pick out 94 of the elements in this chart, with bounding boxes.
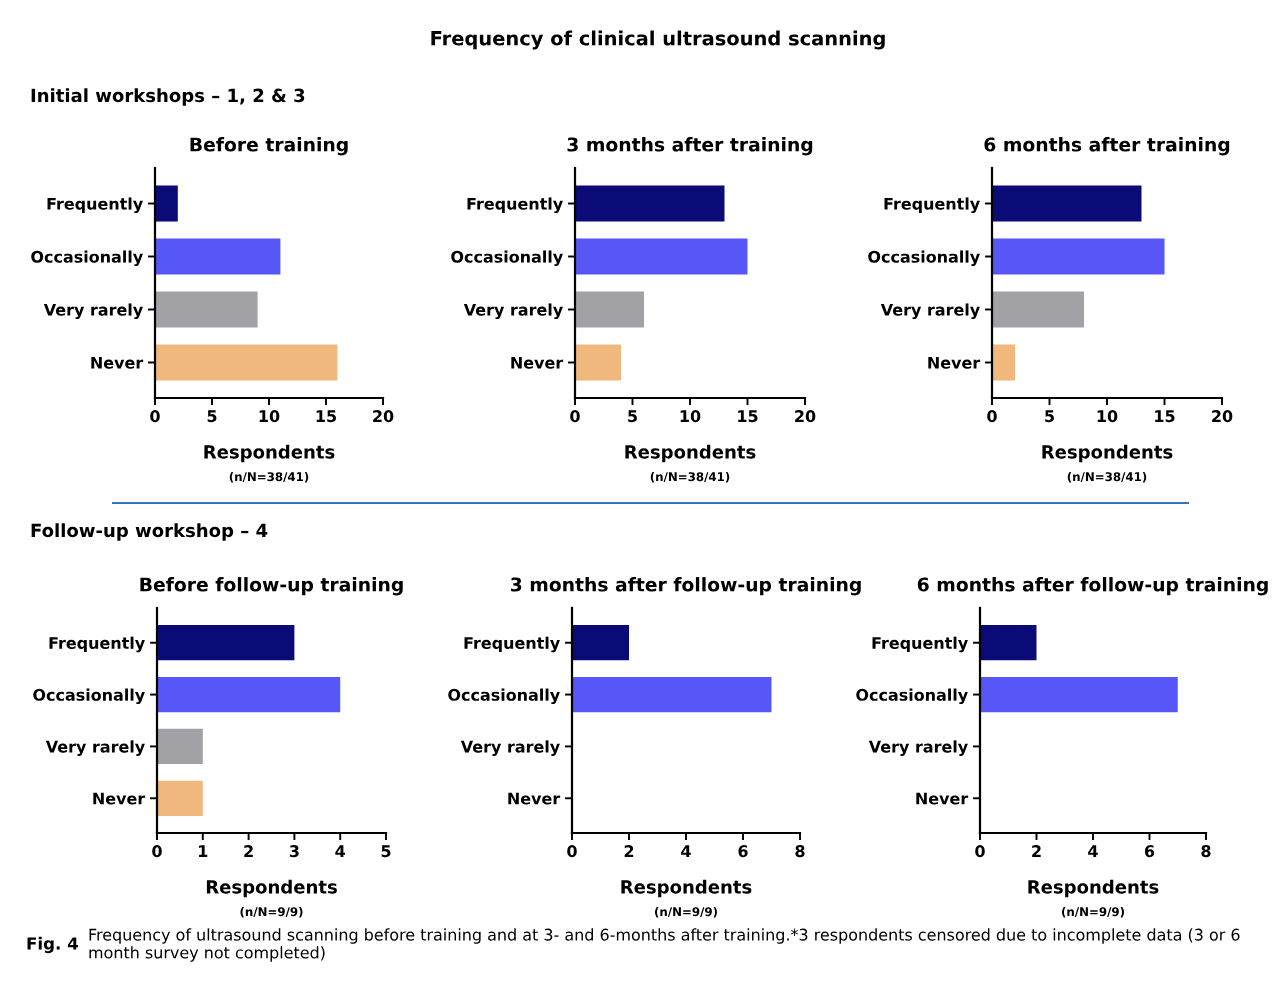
x-tick-label: 15 xyxy=(316,410,336,423)
x-tick-label: 5 xyxy=(381,845,391,858)
x-tick-label: 1 xyxy=(199,845,208,857)
x-tick-label: 8 xyxy=(795,845,805,858)
bar xyxy=(157,676,341,713)
x-tick-label: 2 xyxy=(244,845,253,857)
bar xyxy=(157,780,203,816)
chart-title: 3 months after training xyxy=(567,137,813,156)
bar xyxy=(992,291,1084,328)
bar xyxy=(575,238,748,275)
y-tick-label: Occasionally xyxy=(33,688,145,705)
x-tick-label: 3 xyxy=(289,845,299,858)
y-tick-label: Very rarely xyxy=(463,303,563,320)
x-tick-label: 15 xyxy=(738,410,758,423)
x-tick-label: 2 xyxy=(624,845,634,857)
x-tick-label: 10 xyxy=(1097,410,1118,423)
x-tick-label: 0 xyxy=(567,845,577,858)
bar xyxy=(157,728,203,765)
x-tick-label: 10 xyxy=(259,410,280,423)
y-tick-label: Very rarely xyxy=(45,740,145,756)
bar xyxy=(155,238,281,275)
text: Follow-up workshop – 4 xyxy=(31,523,268,541)
y-tick-label: Never xyxy=(93,792,146,805)
text: (n/N=9/9) xyxy=(655,907,717,918)
x-tick-label: 6 xyxy=(1144,845,1155,858)
caption: Fig. 4 xyxy=(27,936,78,954)
text: (n/N=9/9) xyxy=(1062,907,1124,918)
x-tick-label: 2 xyxy=(1032,845,1041,857)
chart-title: 3 months after follow-up training xyxy=(510,577,861,596)
y-tick-label: Very rarely xyxy=(460,740,560,756)
y-tick-label: Never xyxy=(508,792,561,805)
x-tick-label: 5 xyxy=(1045,410,1054,423)
bar xyxy=(157,625,295,661)
bar xyxy=(992,344,1015,381)
x-tick-label: 5 xyxy=(628,410,637,423)
x-tick-label: 8 xyxy=(1201,845,1211,858)
x-tick-label: 20 xyxy=(373,410,394,423)
y-tick-label: Occasionally xyxy=(451,250,563,267)
x-axis-title: Respondents xyxy=(204,444,335,463)
y-tick-label: Never xyxy=(91,356,144,369)
x-axis-title: Respondents xyxy=(621,879,752,898)
chart-title: 6 months after training xyxy=(984,137,1230,156)
x-axis-title: Respondents xyxy=(1028,879,1159,898)
y-tick-label: Frequently xyxy=(884,197,980,214)
y-tick-label: Frequently xyxy=(872,636,968,653)
x-tick-label: 0 xyxy=(975,845,985,858)
bar xyxy=(575,291,644,328)
x-tick-label: 4 xyxy=(681,845,691,857)
text: (n/N=38/41) xyxy=(650,472,730,483)
text: (n/N=9/9) xyxy=(240,907,303,918)
x-tick-label: 20 xyxy=(1212,410,1233,423)
y-tick-label: Frequently xyxy=(47,197,143,214)
bar xyxy=(155,291,258,328)
bar xyxy=(992,185,1142,222)
bar xyxy=(155,344,338,381)
x-tick-label: 0 xyxy=(150,410,160,423)
y-tick-label: Very rarely xyxy=(880,303,980,320)
y-tick-label: Never xyxy=(511,356,564,369)
text: (n/N=38/41) xyxy=(1067,472,1147,483)
x-tick-label: 10 xyxy=(680,410,701,423)
bar xyxy=(575,344,621,381)
x-tick-label: 0 xyxy=(152,845,162,858)
y-tick-label: Frequently xyxy=(464,636,560,653)
x-axis-title: Respondents xyxy=(206,879,337,898)
y-tick-label: Very rarely xyxy=(868,740,968,756)
y-tick-label: Never xyxy=(928,356,981,369)
x-tick-label: 4 xyxy=(1088,845,1098,857)
text: Frequency of clinical ultrasound scanning xyxy=(431,30,885,50)
x-axis-title: Respondents xyxy=(625,444,756,463)
x-tick-label: 0 xyxy=(987,410,997,423)
bar xyxy=(155,185,178,222)
y-tick-label: Never xyxy=(916,792,969,805)
text: (n/N=38/41) xyxy=(229,472,309,483)
x-axis-title: Respondents xyxy=(1042,444,1173,463)
chart-title: Before training xyxy=(190,137,348,156)
chart-title: 6 months after follow-up training xyxy=(917,577,1268,596)
x-tick-label: 4 xyxy=(335,845,346,857)
x-tick-label: 6 xyxy=(738,845,748,858)
text: Initial workshops – 1, 2 & 3 xyxy=(31,88,305,106)
y-tick-label: Frequently xyxy=(467,197,563,214)
text: Frequency of ultrasound scanning before training and at 3- and 6-months after training.*3 respondents censored due to incomplete data (3 or 6 month survey not completed) xyxy=(89,928,1240,962)
y-tick-label: Very rarely xyxy=(43,303,143,320)
y-tick-label: Frequently xyxy=(49,636,145,653)
y-tick-label: Occasionally xyxy=(868,250,980,267)
y-tick-label: Occasionally xyxy=(856,688,968,705)
x-tick-label: 5 xyxy=(207,410,217,423)
y-tick-label: Occasionally xyxy=(31,250,143,267)
chart-title: Before follow-up training xyxy=(140,577,403,596)
bar xyxy=(575,185,725,222)
bar xyxy=(992,238,1165,275)
x-tick-label: 15 xyxy=(1155,410,1175,423)
x-tick-label: 0 xyxy=(570,410,580,423)
x-tick-label: 20 xyxy=(795,410,816,423)
y-tick-label: Occasionally xyxy=(448,688,560,705)
